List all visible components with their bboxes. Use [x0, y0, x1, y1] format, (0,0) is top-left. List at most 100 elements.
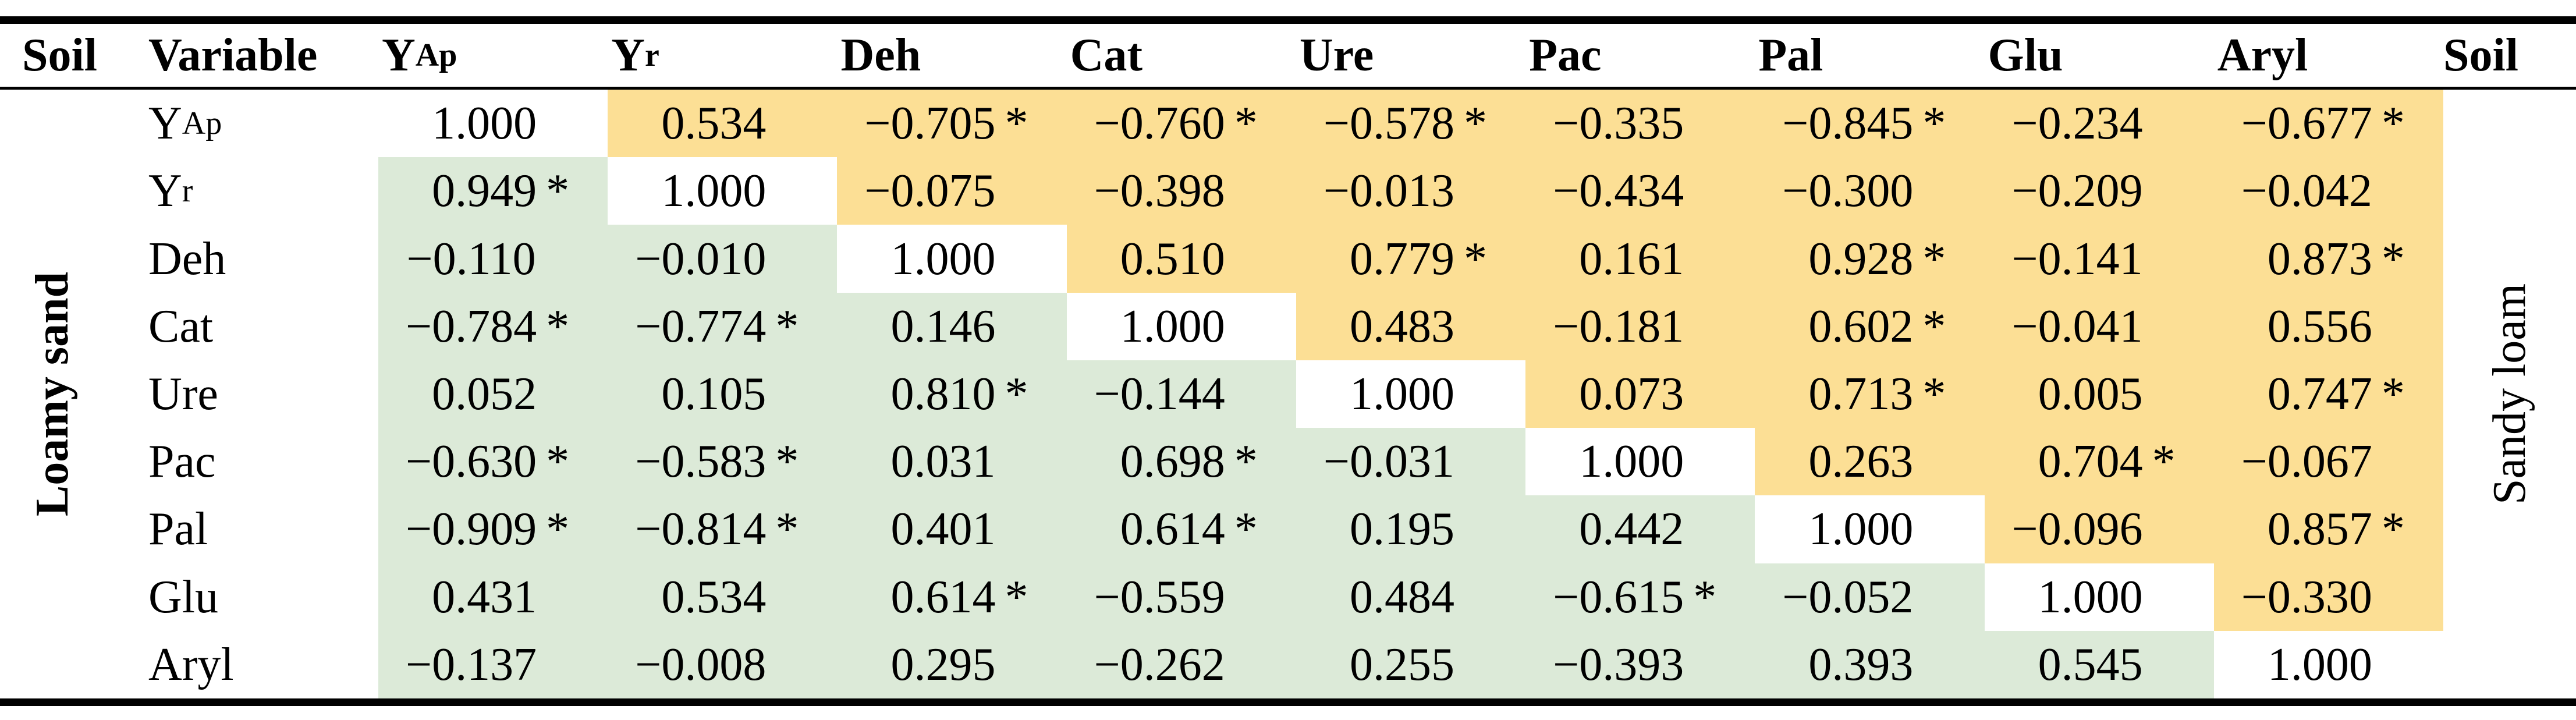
significance-asterisk: * [1922, 300, 1946, 352]
significance-asterisk: * [1463, 233, 1487, 285]
row-label-main: Y [148, 165, 182, 217]
minus-sign: − [1782, 98, 1809, 150]
minus-sign: − [1094, 368, 1120, 420]
row-variable-label: Pal [105, 495, 378, 563]
minus-sign: − [635, 436, 662, 488]
correlation-cell: 1.000 [1296, 360, 1526, 428]
coefficient-value: 0.105 [661, 368, 767, 420]
row-label-main: Y [148, 98, 182, 150]
coefficient-value: 1.000 [2038, 571, 2143, 623]
header-label-subscript: Ap [415, 37, 457, 73]
significance-asterisk: * [1005, 571, 1028, 623]
minus-sign: − [1094, 98, 1120, 150]
correlation-cell: −0.784 * [378, 292, 608, 360]
table-bottom-rule [0, 698, 2576, 706]
minus-sign: − [864, 165, 891, 217]
correlation-cell: −0.398 [1066, 157, 1296, 225]
table-row: Ure 0.052 0.105 0.810 * −0.144 1.000 0.073 0.713… [0, 360, 2576, 428]
spacer-cell [2443, 293, 2576, 360]
coefficient-value: 0.784 [432, 300, 537, 352]
correlation-cell: 1.000 [608, 157, 838, 225]
header-label: Variable [148, 30, 318, 81]
correlation-cell: −0.630 * [378, 428, 608, 496]
significance-asterisk: * [1005, 368, 1028, 420]
correlation-cell: 0.602 * [1755, 292, 1985, 360]
minus-sign: − [635, 639, 662, 690]
coefficient-value: 0.146 [890, 300, 996, 352]
table-row: Aryl −0.137−0.008 0.295−0.262 0.255−0.393 0.… [0, 630, 2576, 698]
row-variable-label: Glu [105, 563, 378, 631]
significance-asterisk: * [546, 436, 570, 488]
coefficient-value: 0.559 [1120, 571, 1225, 623]
coefficient-value: 0.484 [1349, 571, 1454, 623]
row-label-main: Glu [148, 571, 218, 623]
row-variable-label: Cat [105, 293, 378, 360]
correlation-cell: −0.615 * [1525, 563, 1755, 631]
significance-asterisk: * [1005, 98, 1028, 150]
coefficient-value: 0.052 [1808, 571, 1914, 623]
row-label-main: Deh [148, 233, 226, 285]
correlation-cell: −0.677 * [2213, 90, 2443, 158]
spacer-cell [0, 90, 105, 157]
coefficient-value: 0.857 [2267, 503, 2372, 555]
coefficient-value: 0.300 [1808, 165, 1914, 217]
correlation-cell: 0.779 * [1296, 225, 1526, 293]
correlation-cell: 0.052 [378, 360, 608, 428]
coefficient-value: 0.008 [661, 639, 767, 690]
minus-sign: − [1553, 571, 1580, 623]
row-label-main: Ure [148, 368, 218, 420]
correlation-cell: 0.704 * [1984, 428, 2214, 496]
minus-sign: − [1323, 436, 1350, 488]
coefficient-value: 0.393 [1579, 639, 1684, 690]
table-body: Y Ap 1.000 0.534−0.705 * −0.760 * −0.578 * −0.335… [0, 90, 2576, 698]
correlation-cell: 1.000 [1525, 428, 1755, 496]
coefficient-value: 0.031 [890, 436, 996, 488]
spacer-cell [2443, 225, 2576, 292]
coefficient-value: 0.005 [2038, 368, 2143, 420]
coefficient-value: 0.401 [890, 503, 996, 555]
coefficient-value: 1.000 [432, 98, 537, 150]
header-soil-left: Soil [0, 24, 105, 87]
table-header-rule [0, 87, 2576, 90]
significance-asterisk: * [1234, 503, 1258, 555]
row-label-main: Cat [148, 300, 214, 352]
correlation-cell: 0.295 [837, 630, 1067, 698]
correlation-cell: −0.814 * [608, 495, 838, 563]
row-label-subscript: Ap [182, 105, 222, 142]
correlation-cell: 0.857 * [2213, 495, 2443, 563]
spacer-cell [2443, 631, 2576, 698]
minus-sign: − [864, 98, 891, 150]
correlation-cell: −0.583 * [608, 428, 838, 496]
correlation-cell: 0.614 * [837, 563, 1067, 631]
coefficient-value: 1.000 [1120, 300, 1225, 352]
correlation-cell: 0.556 [2213, 292, 2443, 360]
minus-sign: − [405, 503, 432, 555]
header-pal: Pal [1755, 24, 1984, 87]
minus-sign: − [2011, 503, 2038, 555]
minus-sign: − [2241, 165, 2268, 217]
correlation-cell: 0.442 [1525, 495, 1755, 563]
coefficient-value: 0.073 [1579, 368, 1684, 420]
header-cat: Cat [1067, 24, 1296, 87]
coefficient-value: 0.614 [1120, 503, 1225, 555]
correlation-cell: −0.705 * [837, 90, 1067, 158]
correlation-cell: 0.161 [1525, 225, 1755, 293]
coefficient-value: 0.545 [2038, 639, 2143, 690]
coefficient-value: 0.556 [2267, 300, 2372, 352]
minus-sign: − [405, 300, 432, 352]
header-pac: Pac [1525, 24, 1755, 87]
minus-sign: − [1553, 165, 1580, 217]
correlation-cell: −0.262 [1066, 630, 1296, 698]
coefficient-value: 0.010 [661, 233, 767, 285]
coefficient-value: 0.137 [432, 639, 537, 690]
minus-sign: − [1094, 639, 1120, 690]
significance-asterisk: * [775, 436, 799, 488]
minus-sign: − [635, 300, 662, 352]
minus-sign: − [1553, 639, 1580, 690]
correlation-cell: 0.747 * [2213, 360, 2443, 428]
table-row: Pal −0.909 * −0.814 * 0.401 0.614 * 0.195 0.442 1.… [0, 495, 2576, 563]
coefficient-value: 0.110 [432, 233, 536, 285]
header-label: Y [611, 30, 645, 81]
coefficient-value: 0.209 [2038, 165, 2143, 217]
